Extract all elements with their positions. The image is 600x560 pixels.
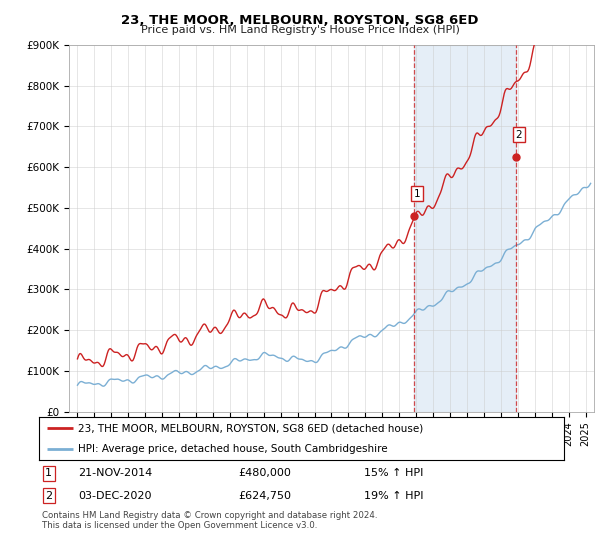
Text: Price paid vs. HM Land Registry's House Price Index (HPI): Price paid vs. HM Land Registry's House …	[140, 25, 460, 35]
Bar	[415, 45, 517, 412]
Text: 03-DEC-2020: 03-DEC-2020	[79, 491, 152, 501]
Text: 15% ↑ HPI: 15% ↑ HPI	[365, 468, 424, 478]
Text: 19% ↑ HPI: 19% ↑ HPI	[365, 491, 424, 501]
Text: Contains HM Land Registry data © Crown copyright and database right 2024.
This d: Contains HM Land Registry data © Crown c…	[42, 511, 377, 530]
Text: 21-NOV-2014: 21-NOV-2014	[79, 468, 152, 478]
Text: 23, THE MOOR, MELBOURN, ROYSTON, SG8 6ED (detached house): 23, THE MOOR, MELBOURN, ROYSTON, SG8 6ED…	[79, 423, 424, 433]
Text: £624,750: £624,750	[239, 491, 292, 501]
Text: 1: 1	[414, 189, 421, 199]
Text: 1: 1	[46, 468, 52, 478]
Text: 2: 2	[46, 491, 52, 501]
Text: 23, THE MOOR, MELBOURN, ROYSTON, SG8 6ED: 23, THE MOOR, MELBOURN, ROYSTON, SG8 6ED	[121, 14, 479, 27]
Text: 2: 2	[515, 129, 522, 139]
Text: £480,000: £480,000	[239, 468, 292, 478]
Text: HPI: Average price, detached house, South Cambridgeshire: HPI: Average price, detached house, Sout…	[79, 444, 388, 454]
